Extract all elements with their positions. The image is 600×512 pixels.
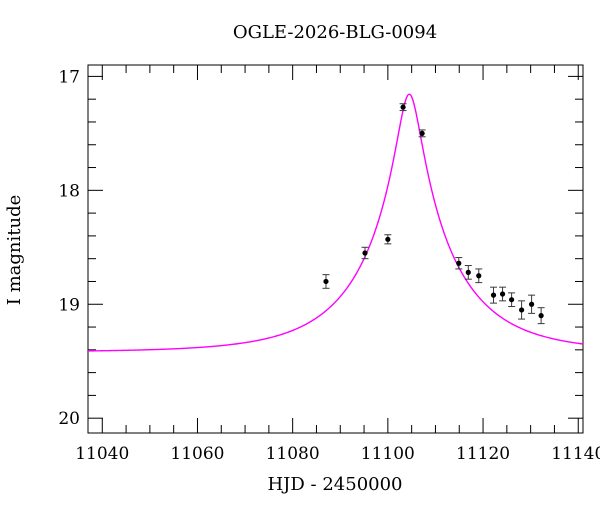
y-tick-label: 20 (58, 409, 80, 429)
data-point (490, 292, 497, 298)
model-curve (87, 93, 584, 352)
data-point (538, 313, 544, 319)
data-point (519, 307, 525, 313)
x-tick-label: 11140 (551, 444, 600, 464)
data-point (362, 250, 368, 256)
data-point (499, 291, 506, 297)
plot-frame (87, 64, 584, 434)
data-point (465, 269, 471, 275)
data-point (509, 297, 515, 303)
x-tick-label: 11120 (456, 444, 510, 464)
x-tick-label: 11040 (75, 444, 129, 464)
plot-content: 11040 11060 11080 11100 11120 11140 17 18 19 20 (58, 64, 600, 464)
data-point (456, 260, 462, 266)
data-point (476, 273, 482, 279)
data-point (385, 236, 391, 242)
data-point (528, 301, 535, 307)
data-point (323, 278, 329, 285)
data-point (419, 130, 425, 136)
chart-title: OGLE-2026-BLG-0094 (233, 22, 437, 43)
data-point (400, 104, 406, 110)
x-tick-label: 11060 (170, 444, 224, 464)
x-axis-label: HJD - 2450000 (267, 474, 402, 495)
x-tick-label: 11100 (361, 444, 415, 464)
y-tick-label: 17 (58, 67, 80, 87)
y-tick-label: 19 (58, 295, 80, 315)
y-tick-label: 18 (58, 181, 80, 201)
x-tick-label: 11080 (266, 444, 320, 464)
y-axis-label: I magnitude (4, 195, 25, 306)
